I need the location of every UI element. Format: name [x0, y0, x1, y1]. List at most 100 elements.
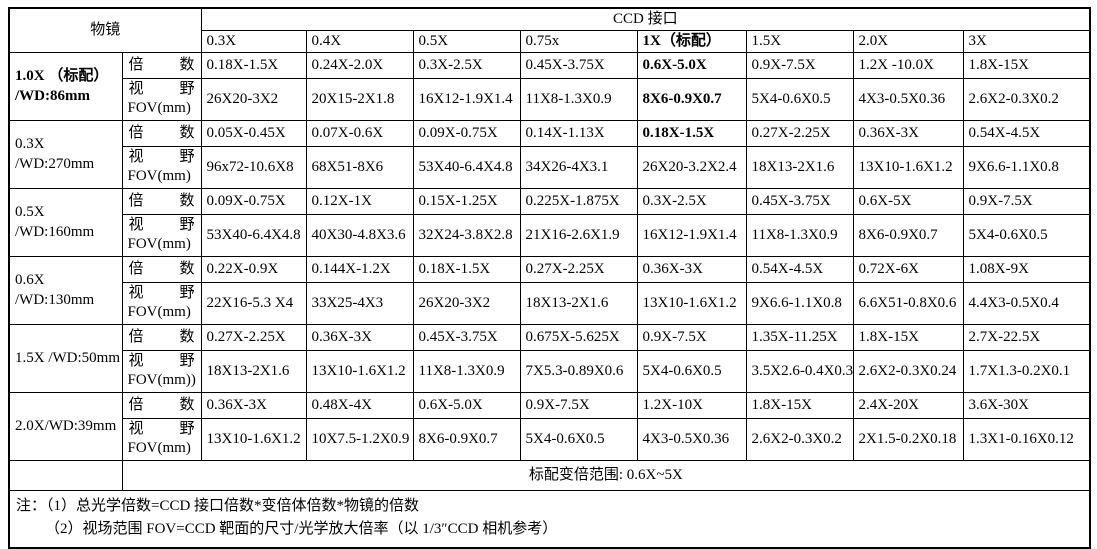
mag-cell: 0.18X-1.5X: [412, 255, 521, 283]
mag-row-label: 倍数: [121, 51, 202, 79]
mag-cell: 0.45X-3.75X: [745, 187, 854, 215]
fov-cell: 5X4-0.6X0.5: [745, 77, 854, 121]
mag-cell: 0.9X-7.5X: [745, 51, 854, 79]
mag-row-label: 倍数: [121, 187, 202, 215]
fov-cell: 7X5.3-0.89X0.6: [519, 349, 638, 393]
fov-row-label: 视野 FOV(mm): [121, 145, 202, 189]
mag-cell: 1.8X-15X: [745, 391, 854, 419]
fov-cell: 16X12-1.9X1.4: [636, 213, 747, 257]
mag-cell: 0.36X-3X: [852, 119, 964, 147]
objective-label: 0.6X/WD:130mm: [8, 255, 123, 325]
fov-cell: 13X10-1.6X1.2: [852, 145, 964, 189]
mag-cell: 0.36X-3X: [636, 255, 747, 283]
fov-cell: 26X20-3X2: [412, 281, 521, 325]
mag-cell: 0.6X-5.0X: [412, 391, 521, 419]
fov-row-label: 视野 FOV(mm): [121, 417, 202, 461]
fov-cell: 5X4-0.6X0.5: [962, 213, 1091, 257]
fov-cell: 4X3-0.5X0.36: [852, 77, 964, 121]
fov-cell: 16X12-1.9X1.4: [412, 77, 521, 121]
objective-header-cell: 物镜: [8, 7, 202, 53]
mag-cell: 0.3X-2.5X: [412, 51, 521, 79]
note-line-2: （2）视场范围 FOV=CCD 靶面的尺寸/光学放大倍率（以 1/3″CCD 相…: [45, 520, 558, 537]
fov-cell: 8X6-0.9X0.7: [412, 417, 521, 461]
objective-label: 1.5X /WD:50mm: [8, 323, 123, 393]
mag-cell: 0.15X-1.25X: [412, 187, 521, 215]
fov-cell: 3.5X2.6-0.4X0.3: [745, 349, 854, 393]
fov-cell: 68X51-8X6: [305, 145, 414, 189]
fov-cell: 53X40-6.4X4.8: [200, 213, 307, 257]
ccd-column-header: 0.75x: [519, 29, 638, 53]
ccd-column-header: 2.0X: [852, 29, 964, 53]
mag-cell: 0.09X-0.75X: [200, 187, 307, 215]
fov-cell: 18X13-2X1.6: [519, 281, 638, 325]
fov-cell: 2X1.5-0.2X0.18: [852, 417, 964, 461]
fov-cell: 53X40-6.4X4.8: [412, 145, 521, 189]
fov-cell: 9X6.6-1.1X0.8: [745, 281, 854, 325]
mag-cell: 0.14X-1.13X: [519, 119, 638, 147]
mag-cell: 1.2X -10.0X: [852, 51, 964, 79]
objective-label: 0.5X/WD:160mm: [8, 187, 123, 257]
mag-cell: 0.9X-7.5X: [636, 323, 747, 351]
fov-cell: 33X25-4X3: [305, 281, 414, 325]
fov-cell: 11X8-1.3X0.9: [745, 213, 854, 257]
mag-cell: 0.6X-5X: [852, 187, 964, 215]
fov-cell: 9X6.6-1.1X0.8: [962, 145, 1091, 189]
fov-row-label: 视野 FOV(mm): [121, 77, 202, 121]
fov-cell: 1.7X1.3-0.2X0.1: [962, 349, 1091, 393]
mag-cell: 2.7X-22.5X: [962, 323, 1091, 351]
fov-cell: 18X13-2X1.6: [200, 349, 307, 393]
ccd-column-header: 3X: [962, 29, 1091, 53]
fov-cell: 22X16-5.3 X4: [200, 281, 307, 325]
ccd-column-header: 0.5X: [412, 29, 521, 53]
mag-cell: 0.18X-1.5X: [200, 51, 307, 79]
fov-cell: 11X8-1.3X0.9: [519, 77, 638, 121]
fov-cell: 5X4-0.6X0.5: [636, 349, 747, 393]
fov-cell: 40X30-4.8X3.6: [305, 213, 414, 257]
mag-cell: 0.72X-6X: [852, 255, 964, 283]
objective-label: 0.3X/WD:270mm: [8, 119, 123, 189]
mag-cell: 0.12X-1X: [305, 187, 414, 215]
fov-cell: 4X3-0.5X0.36: [636, 417, 747, 461]
ccd-column-header: 0.3X: [200, 29, 307, 53]
fov-cell: 6.6X51-0.8X0.6: [852, 281, 964, 325]
ccd-column-header: 0.4X: [305, 29, 414, 53]
mag-cell: 0.27X-2.25X: [200, 323, 307, 351]
fov-cell: 8X6-0.9X0.7: [636, 77, 747, 121]
fov-row-label: 视野 FOV(mm)): [121, 349, 202, 393]
fov-row-label: 视野 FOV(mm): [121, 213, 202, 257]
mag-cell: 0.18X-1.5X: [636, 119, 747, 147]
mag-cell: 0.6X-5.0X: [636, 51, 747, 79]
fov-cell: 13X10-1.6X1.2: [200, 417, 307, 461]
mag-cell: 0.05X-0.45X: [200, 119, 307, 147]
mag-cell: 1.8X-15X: [962, 51, 1091, 79]
notes-cell: 注：（1）总光学倍数=CCD 接口倍数*变倍体倍数*物镜的倍数 （2）视场范围 …: [8, 489, 1091, 549]
mag-cell: 0.54X-4.5X: [745, 255, 854, 283]
fov-cell: 20X15-2X1.8: [305, 77, 414, 121]
fov-cell: 2.6X2-0.3X0.2: [962, 77, 1091, 121]
fov-cell: 8X6-0.9X0.7: [852, 213, 964, 257]
mag-cell: 0.9X-7.5X: [962, 187, 1091, 215]
mag-cell: 0.27X-2.25X: [745, 119, 854, 147]
fov-cell: 34X26-4X3.1: [519, 145, 638, 189]
fov-cell: 1.3X1-0.16X0.12: [962, 417, 1091, 461]
fov-cell: 18X13-2X1.6: [745, 145, 854, 189]
mag-cell: 0.24X-2.0X: [305, 51, 414, 79]
fov-cell: 13X10-1.6X1.2: [305, 349, 414, 393]
mag-cell: 0.9X-7.5X: [519, 391, 638, 419]
mag-cell: 0.48X-4X: [305, 391, 414, 419]
mag-cell: 0.225X-1.875X: [519, 187, 638, 215]
mag-cell: 0.3X-2.5X: [636, 187, 747, 215]
fov-cell: 2.6X2-0.3X0.2: [745, 417, 854, 461]
mag-cell: 0.09X-0.75X: [412, 119, 521, 147]
mag-cell: 0.07X-0.6X: [305, 119, 414, 147]
ccd-column-header-standard: 1X（标配）: [636, 29, 747, 53]
fov-cell: 32X24-3.8X2.8: [412, 213, 521, 257]
mag-cell: 3.6X-30X: [962, 391, 1091, 419]
fov-cell: 13X10-1.6X1.2: [636, 281, 747, 325]
mag-row-label: 倍数: [121, 119, 202, 147]
mag-cell: 0.54X-4.5X: [962, 119, 1091, 147]
fov-cell: 21X16-2.6X1.9: [519, 213, 638, 257]
fov-cell: 26X20-3X2: [200, 77, 307, 121]
mag-cell: 1.8X-15X: [852, 323, 964, 351]
fov-cell: 96x72-10.6X8: [200, 145, 307, 189]
